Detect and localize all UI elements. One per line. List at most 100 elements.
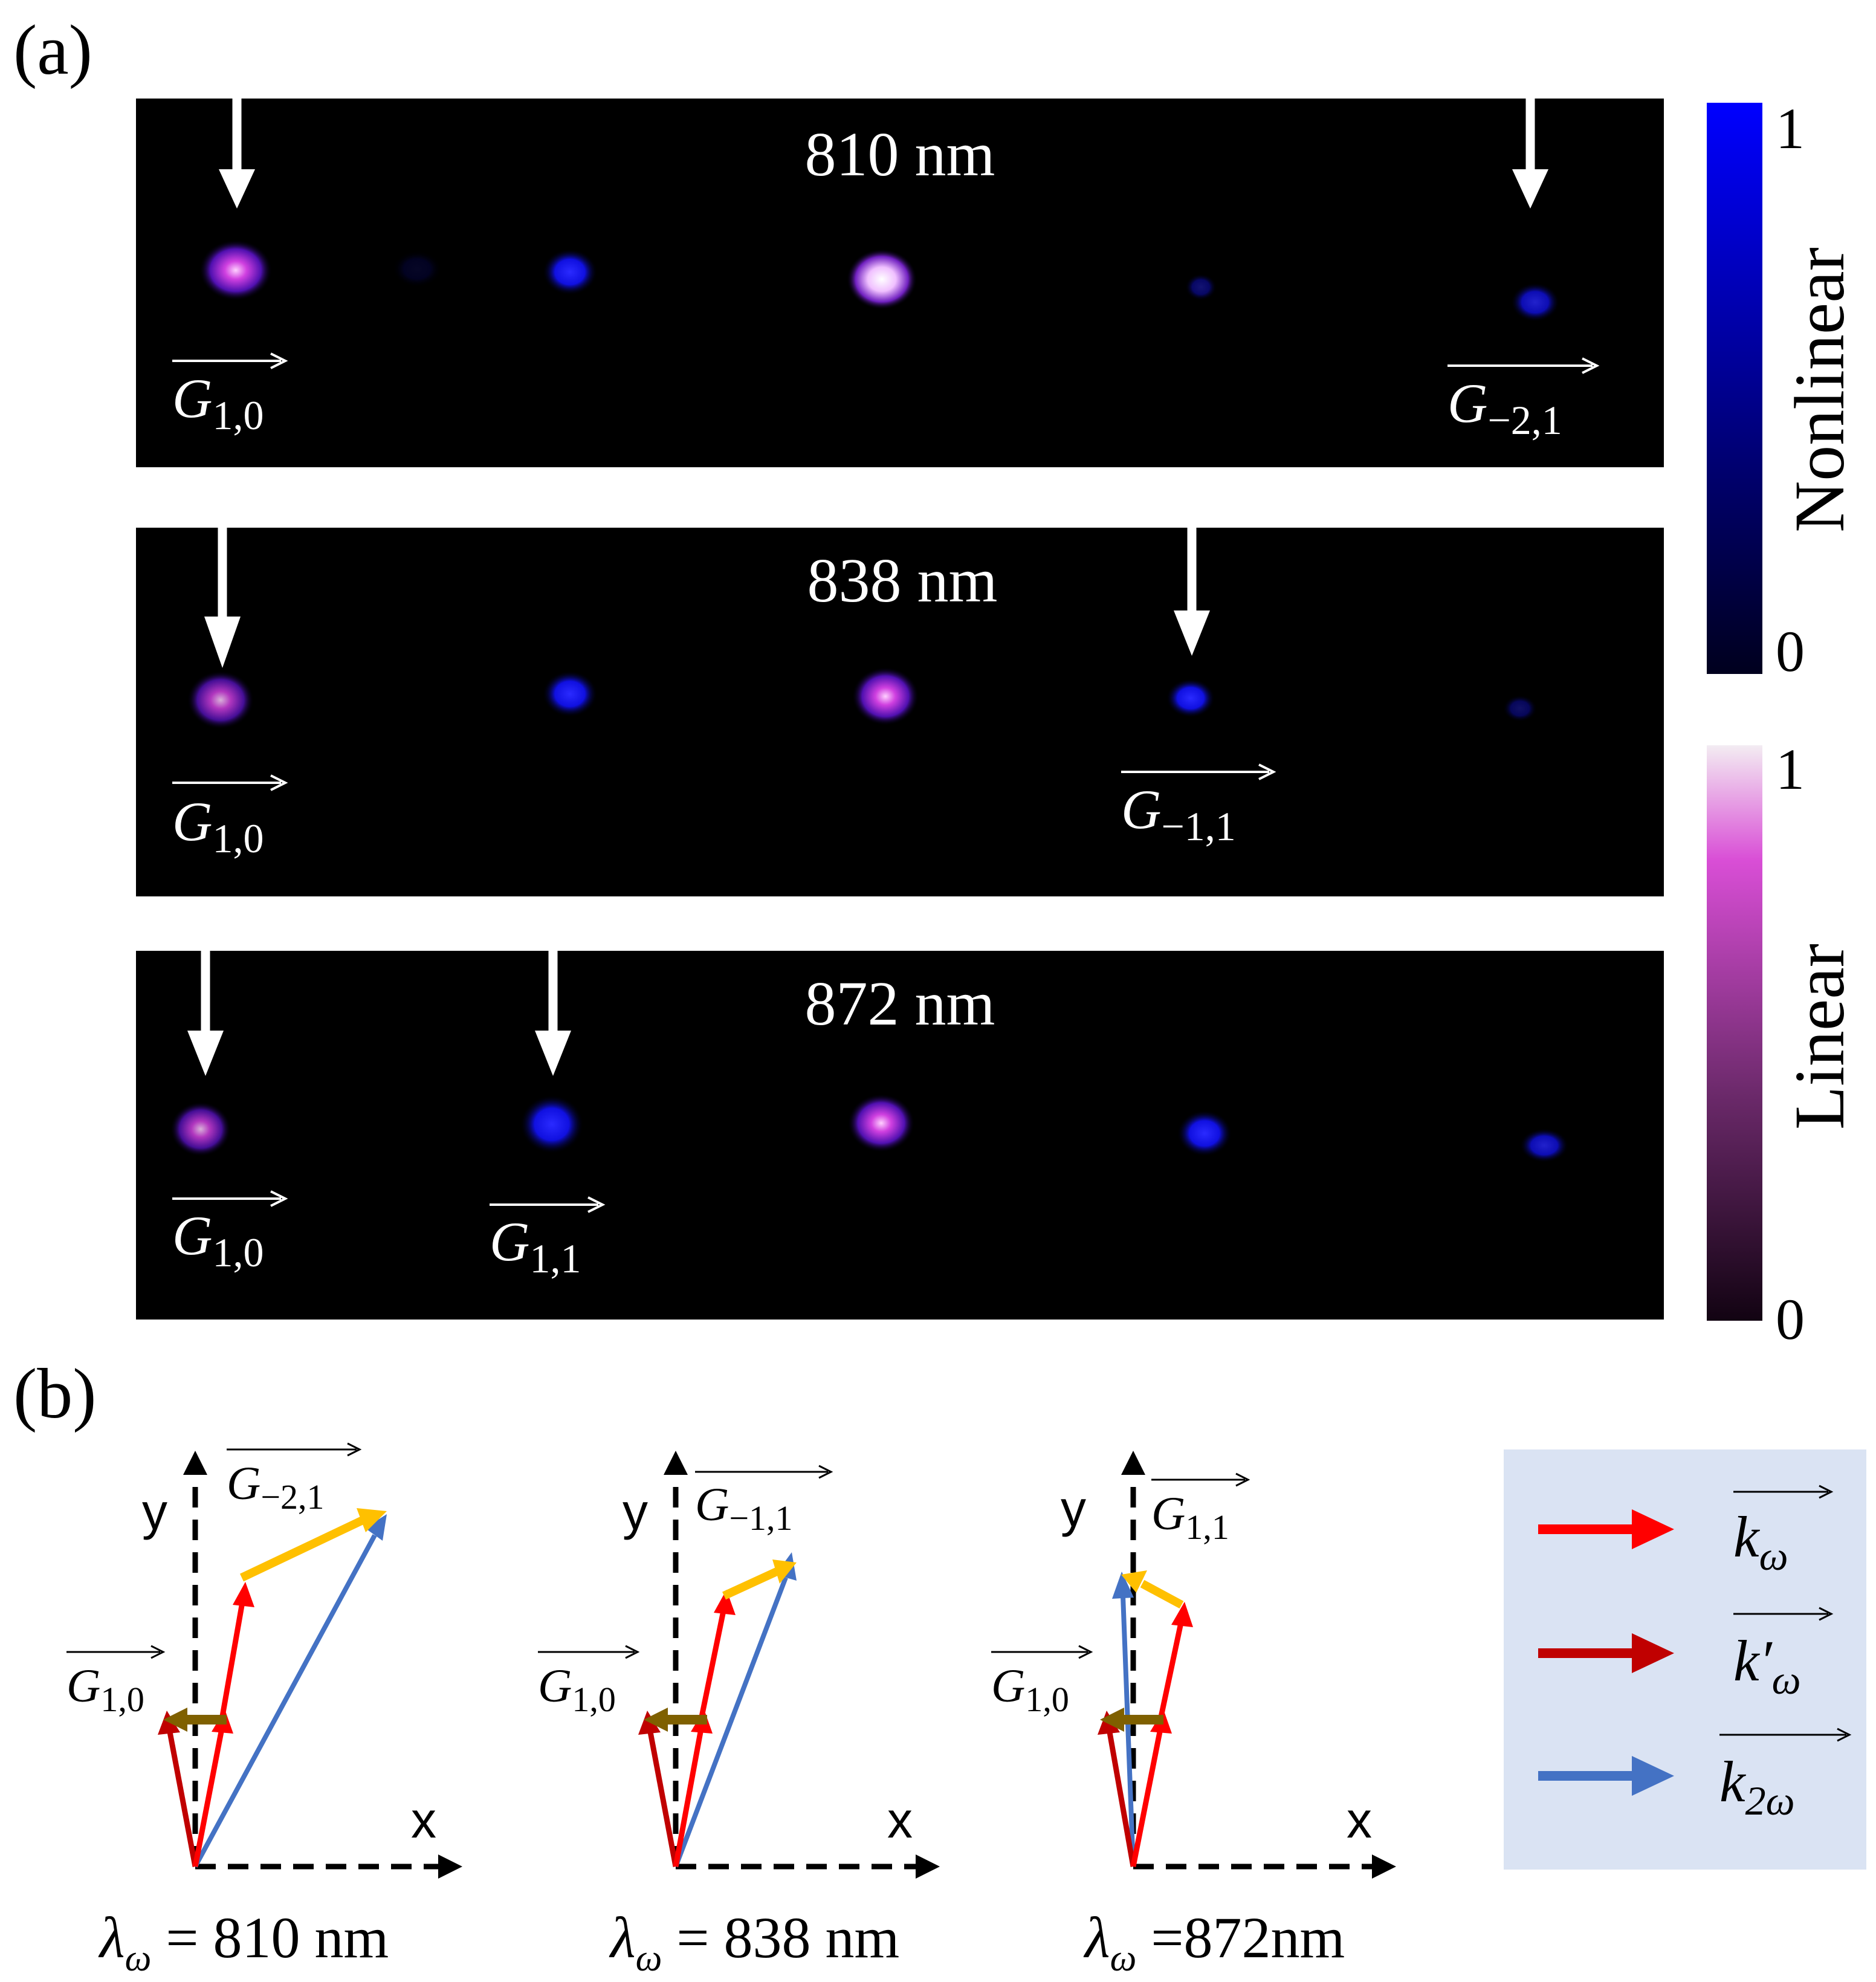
legend-item-k-omega-prime: k′ω [1538,1607,1834,1703]
diffraction-spot [852,667,919,725]
diffraction-spot [170,1102,231,1156]
g2-vector-label: G−2,1 [227,1442,362,1517]
svg-text:G1,1: G1,1 [1151,1487,1229,1547]
g2-vector-arrow [239,1508,387,1582]
colorbar-min-label: 0 [1776,1287,1805,1352]
vector-label-g10: G1,0 [172,774,288,861]
colorbar-title: Nonlinear [1780,247,1859,533]
diffraction-spot [393,251,441,287]
wavelength-label: 838 nm [807,546,998,615]
diffraction-spot [520,1095,583,1153]
pointer-arrow [535,916,571,1076]
wavelength-label: 872 nm [805,969,995,1038]
pointer-arrow [187,916,224,1076]
colorbar-nonlinear: 1 0 Nonlinear [1707,96,1859,684]
legend: kω k′ω k2ω [1504,1449,1866,1870]
svg-text:G−1,1: G−1,1 [695,1478,793,1538]
x-axis-label: x [887,1792,913,1848]
g-vector-arrow [644,1708,707,1732]
svg-text:G1,1: G1,1 [490,1211,581,1281]
vector-label-g10: G1,0 [172,352,288,438]
vector-label-g10: G1,0 [172,1190,288,1275]
diffraction-spot [1185,274,1217,300]
k-omega-vector [1130,1602,1193,1867]
panel-a-label: (a) [13,10,92,89]
vector-label-g-1-1: G−1,1 [1121,763,1276,849]
g-vector-label: G1,0 [66,1645,166,1719]
diffraction-spot [187,671,254,729]
k-omega-prime-vector [158,1711,198,1867]
k-2omega-vector [193,1514,387,1868]
g2-vector-arrow [722,1559,797,1600]
x-axis-label: x [411,1792,436,1848]
diffraction-spot [1166,679,1215,717]
g-vector-label: G1,0 [538,1645,640,1719]
svg-text:kω: kω [1733,1504,1788,1579]
wavelength-caption: λω = 838 nm [609,1905,899,1979]
wavelength-label: 810 nm [805,120,995,189]
x-axis [1133,1854,1396,1879]
vector-diagram-838: y x G1,0 [538,1451,940,1979]
pointer-arrow [219,51,255,209]
k-omega-vector [673,1590,736,1867]
colorbar-gradient [1707,745,1762,1321]
k-2omega-vector [673,1552,797,1868]
diffraction-spot [543,671,597,717]
k-omega-prime-vector [638,1711,679,1867]
k-2omega-vector [1112,1572,1136,1867]
pointer-arrow [204,502,241,668]
svg-text:G1,0: G1,0 [991,1659,1069,1719]
svg-text:G1,0: G1,0 [66,1659,144,1719]
svg-text:G−2,1: G−2,1 [227,1457,325,1517]
diffraction-spot [1520,1129,1568,1162]
g-vector-arrow [163,1708,227,1732]
svg-text:G1,0: G1,0 [172,368,264,438]
legend-background [1504,1449,1866,1870]
y-axis-label: y [623,1483,648,1540]
g2-vector-arrow [1121,1570,1184,1609]
pointer-arrow [1174,496,1210,656]
svg-text:G1,0: G1,0 [538,1659,616,1719]
diffraction-spot [847,249,917,309]
g-vector-arrow [1100,1708,1163,1732]
g-vector-label: G1,0 [991,1645,1093,1719]
vector-label-g-2-1: G−2,1 [1447,357,1600,443]
svg-text:G1,0: G1,0 [172,1205,264,1275]
diffraction-spot [1503,695,1537,722]
colorbar-min-label: 0 [1776,619,1805,684]
svg-text:G1,0: G1,0 [172,791,264,861]
y-axis [183,1451,207,1867]
svg-text:k2ω: k2ω [1719,1749,1795,1824]
wavelength-caption: λω = 810 nm [98,1905,389,1979]
diffraction-spot [848,1094,914,1152]
legend-item-k-2omega: k2ω [1538,1728,1852,1824]
svg-text:G−1,1: G−1,1 [1121,779,1236,849]
y-axis [664,1451,688,1867]
vector-label-g11: G1,1 [490,1196,606,1281]
panel-b-label: (b) [13,1354,97,1433]
image-row-810: 810 nm G1,0 G−2,1 [136,51,1664,467]
colorbar-linear: 1 0 Linear [1707,737,1859,1352]
diffraction-spot [543,249,597,295]
svg-text:G−2,1: G−2,1 [1447,372,1562,443]
image-row-838: 838 nm G1,0 G−1,1 [136,496,1664,896]
colorbar-max-label: 1 [1776,737,1805,802]
colorbar-gradient [1707,103,1762,674]
x-axis-label: x [1347,1792,1372,1848]
colorbar-title: Linear [1780,944,1859,1130]
g2-vector-label: G−1,1 [695,1465,833,1538]
y-axis-label: y [142,1483,167,1540]
diffraction-spot [199,240,272,300]
y-axis-label: y [1061,1480,1086,1537]
svg-text:k′ω: k′ω [1733,1628,1801,1703]
colorbar-max-label: 1 [1776,96,1805,161]
g2-vector-label: G1,1 [1151,1472,1250,1547]
legend-item-k-omega: kω [1538,1485,1834,1579]
x-axis [676,1854,940,1879]
y-axis [1121,1451,1145,1867]
x-axis [195,1854,462,1879]
vector-diagram-872: y x G1,0 [991,1451,1396,1979]
image-row-872: 872 nm G1,0 G1,1 [136,916,1664,1320]
diffraction-spot [1177,1110,1232,1156]
